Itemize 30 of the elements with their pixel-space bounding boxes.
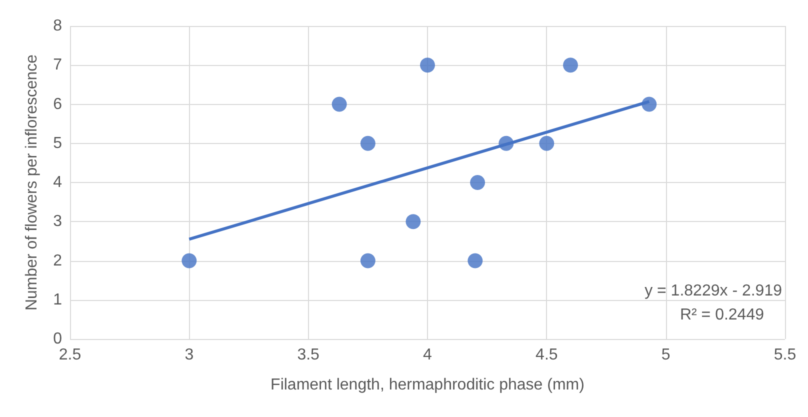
x-tick-label: 5.5: [774, 346, 796, 364]
x-tick-label: 3: [184, 346, 194, 364]
y-tick-label: 7: [53, 56, 62, 74]
point: [406, 214, 421, 230]
point: [332, 96, 347, 112]
point: [360, 136, 376, 151]
y-tick-label: 2: [53, 252, 62, 270]
x-tick-label: 5: [661, 346, 670, 364]
point: [182, 253, 197, 268]
x-tick-label: 3.5: [297, 346, 320, 364]
x-axis-title: Filament length, hermaphroditic phase (mm): [270, 376, 584, 394]
point: [563, 58, 578, 73]
y-tick-label: 4: [53, 174, 62, 191]
point: [468, 253, 483, 268]
y-tick-label: 8: [53, 18, 62, 34]
y-tick-label: 5: [53, 134, 62, 152]
x-tick-label: 4.5: [536, 346, 558, 364]
x-tick-label: 2.5: [58, 346, 82, 364]
y-tick-label: 0: [53, 330, 62, 348]
y-tick-label: 3: [53, 213, 62, 230]
y-tick-label: 6: [53, 96, 62, 113]
point: [420, 58, 435, 73]
y-tick-label: 1: [53, 291, 62, 308]
annotation: y = 1.8229x - 2.919: [644, 282, 782, 300]
y-axis-title: Number of flowers per inflorescence: [24, 54, 40, 311]
x-tick-label: 4: [423, 346, 432, 364]
annotation: R² = 0.2449: [680, 306, 764, 324]
point: [360, 253, 376, 268]
point: [539, 136, 554, 151]
point: [470, 175, 486, 190]
